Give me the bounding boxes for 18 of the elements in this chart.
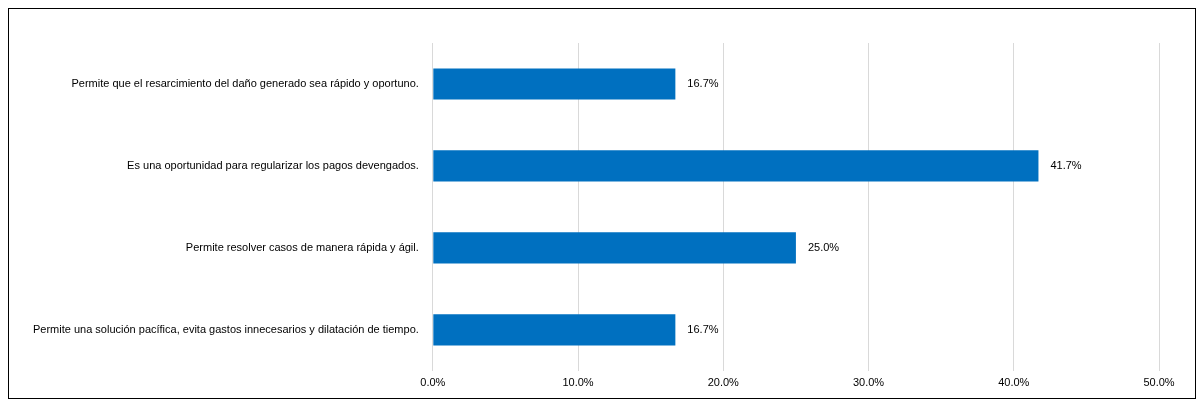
y-tick-label: Permite resolver casos de manera rápida y ágil. xyxy=(185,240,419,253)
x-tick-label: 20.0% xyxy=(707,376,740,389)
x-tick-label: 10.0% xyxy=(562,376,594,389)
data-label: 41.7% xyxy=(1050,158,1082,171)
x-tick-label: 0.0% xyxy=(420,376,446,389)
x-tick-label: 30.0% xyxy=(852,376,885,389)
y-tick-label: Es una oportunidad para regularizar los pagos devengados. xyxy=(127,158,419,171)
data-label: 25.0% xyxy=(807,240,840,253)
bar xyxy=(433,150,1039,182)
x-tick-label: 40.0% xyxy=(998,376,1030,389)
bar xyxy=(433,314,676,346)
data-label: 16.7% xyxy=(687,77,719,90)
data-label: 16.7% xyxy=(687,322,719,335)
bar xyxy=(433,68,676,100)
bar xyxy=(433,232,796,264)
y-tick-label: Permite una solución pacífica, evita gastos innecesarios y dilatación de tiempo. xyxy=(32,322,419,335)
y-tick-label: Permite que el resarcimiento del daño generado sea rápido y oportuno. xyxy=(71,77,419,90)
x-tick-label: 50.0% xyxy=(1143,376,1175,389)
